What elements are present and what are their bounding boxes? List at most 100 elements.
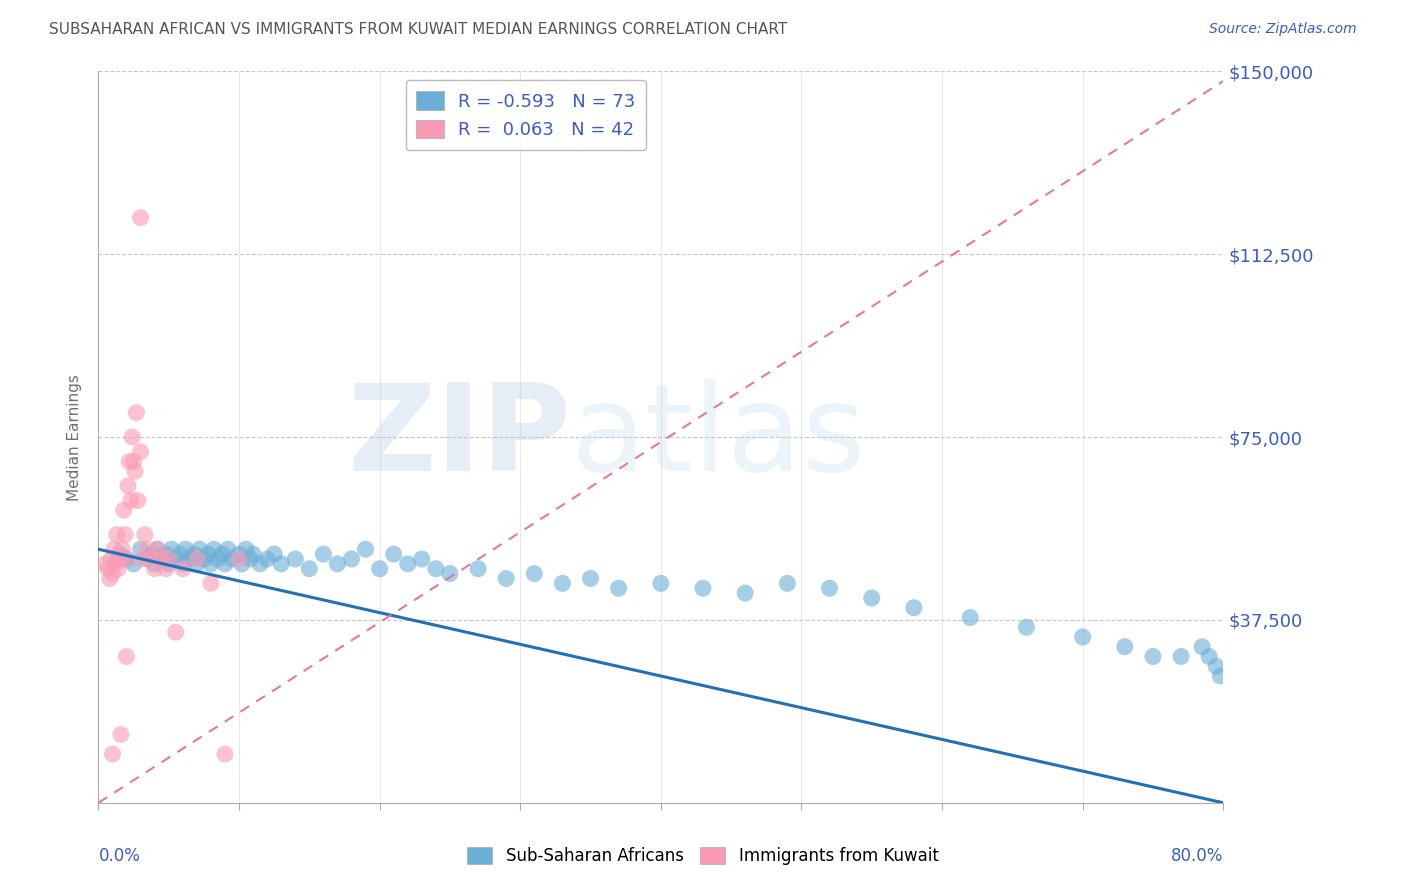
Point <box>231 557 253 571</box>
Point <box>242 547 264 561</box>
Point <box>202 542 225 557</box>
Point <box>146 542 169 557</box>
Point <box>97 562 120 576</box>
Point <box>382 547 405 561</box>
Point <box>108 547 131 561</box>
Point <box>354 542 377 557</box>
Point <box>207 552 229 566</box>
Text: SUBSAHARAN AFRICAN VS IMMIGRANTS FROM KUWAIT MEDIAN EARNINGS CORRELATION CHART: SUBSAHARAN AFRICAN VS IMMIGRANTS FROM KU… <box>49 22 787 37</box>
Point <box>1198 649 1220 664</box>
Point <box>141 547 163 561</box>
Point <box>776 576 799 591</box>
Point <box>200 557 222 571</box>
Y-axis label: Median Earnings: Median Earnings <box>67 374 83 500</box>
Point <box>734 586 756 600</box>
Point <box>368 562 391 576</box>
Point <box>1205 659 1227 673</box>
Point <box>120 493 142 508</box>
Point <box>211 547 233 561</box>
Point <box>139 552 162 566</box>
Point <box>439 566 461 581</box>
Point <box>129 444 152 458</box>
Point <box>523 566 546 581</box>
Point <box>129 211 152 225</box>
Point <box>1170 649 1192 664</box>
Point <box>103 542 125 557</box>
Point <box>115 552 138 566</box>
Point <box>129 542 152 557</box>
Point <box>118 454 141 468</box>
Point <box>157 552 180 566</box>
Point <box>270 557 292 571</box>
Point <box>101 747 124 761</box>
Point <box>174 542 197 557</box>
Point <box>1209 669 1232 683</box>
Point <box>607 581 630 595</box>
Point <box>860 591 883 605</box>
Point <box>193 552 215 566</box>
Point <box>131 552 153 566</box>
Point <box>122 557 145 571</box>
Point <box>1071 630 1094 644</box>
Point <box>136 542 159 557</box>
Text: 80.0%: 80.0% <box>1171 847 1223 864</box>
Point <box>150 552 173 566</box>
Point <box>186 552 208 566</box>
Point <box>155 547 177 561</box>
Point <box>284 552 307 566</box>
Point <box>172 562 194 576</box>
Point <box>263 547 285 561</box>
Point <box>101 566 124 581</box>
Point <box>121 430 143 444</box>
Point <box>425 562 447 576</box>
Point <box>959 610 981 624</box>
Point <box>127 493 149 508</box>
Point <box>1015 620 1038 634</box>
Point <box>179 552 201 566</box>
Point <box>105 527 128 541</box>
Point <box>122 454 145 468</box>
Point <box>298 562 321 576</box>
Point <box>169 547 191 561</box>
Point <box>186 557 208 571</box>
Legend: Sub-Saharan Africans, Immigrants from Kuwait: Sub-Saharan Africans, Immigrants from Ku… <box>457 837 949 875</box>
Point <box>111 542 134 557</box>
Point <box>340 552 363 566</box>
Legend: R = -0.593   N = 73, R =  0.063   N = 42: R = -0.593 N = 73, R = 0.063 N = 42 <box>405 80 647 150</box>
Point <box>165 552 187 566</box>
Point <box>114 527 136 541</box>
Point <box>124 464 146 478</box>
Point <box>650 576 672 591</box>
Point <box>495 572 517 586</box>
Point <box>1142 649 1164 664</box>
Point <box>312 547 335 561</box>
Point <box>256 552 278 566</box>
Point <box>110 727 132 741</box>
Point <box>579 572 602 586</box>
Point <box>228 547 250 561</box>
Point <box>150 552 173 566</box>
Point <box>188 542 211 557</box>
Point <box>818 581 841 595</box>
Point <box>903 600 925 615</box>
Point <box>117 479 139 493</box>
Point <box>108 552 131 566</box>
Point <box>551 576 574 591</box>
Text: atlas: atlas <box>571 378 866 496</box>
Point <box>94 557 117 571</box>
Text: 0.0%: 0.0% <box>98 847 141 864</box>
Point <box>214 747 236 761</box>
Point <box>239 552 262 566</box>
Point <box>157 557 180 571</box>
Point <box>98 572 121 586</box>
Point <box>467 562 489 576</box>
Point <box>172 557 194 571</box>
Point <box>112 503 135 517</box>
Point <box>1191 640 1213 654</box>
Point <box>125 406 148 420</box>
Point <box>228 552 250 566</box>
Point <box>107 562 129 576</box>
Point <box>146 542 169 557</box>
Point <box>221 552 243 566</box>
Point <box>104 557 127 571</box>
